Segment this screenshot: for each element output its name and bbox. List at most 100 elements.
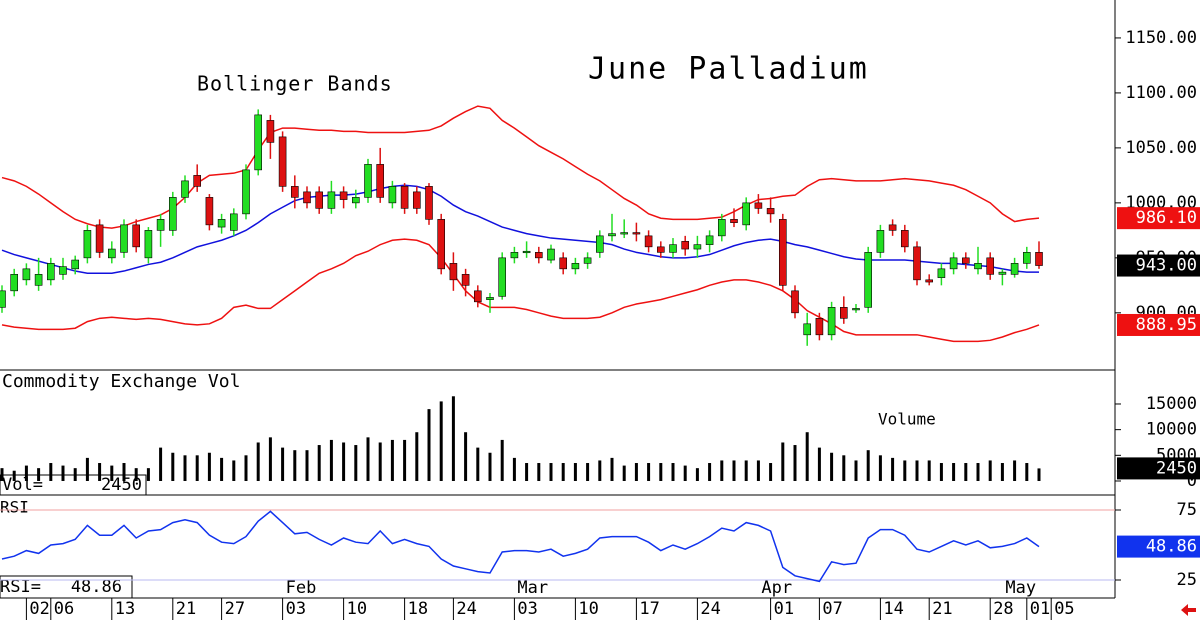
value-tag-label: 943.00 [1136, 256, 1197, 276]
candle-body [46, 263, 55, 281]
candle-body [974, 263, 982, 270]
month-label: Feb [286, 578, 317, 598]
volume-bar [512, 457, 516, 481]
candle-body [1022, 252, 1031, 264]
candle-body [71, 259, 79, 270]
candle-body [717, 219, 726, 237]
y-tick-label: 1100.00 [1125, 83, 1197, 103]
volume-bar [769, 463, 773, 481]
x-tick-label: 06 [54, 599, 74, 619]
volume-bar [817, 447, 821, 481]
volume-bar [1037, 468, 1041, 481]
volume-bar [1025, 463, 1029, 481]
volume-bar [305, 450, 309, 481]
volume-bar [342, 442, 346, 481]
volume-bar [329, 439, 333, 481]
volume-bar [232, 460, 236, 481]
candle-body [632, 232, 641, 235]
volume-bar [390, 439, 394, 481]
candle-body [913, 246, 921, 281]
readout-box [0, 474, 147, 496]
candle-body [230, 213, 238, 231]
candle-body [522, 250, 531, 254]
candle-body [400, 186, 409, 209]
volume-bar [720, 460, 724, 481]
candle-body [900, 230, 909, 248]
candle-body [144, 230, 153, 259]
candle-body [205, 197, 214, 226]
volume-bar [732, 460, 736, 481]
volume-bar [610, 457, 614, 481]
volume-bar [634, 463, 638, 481]
scroll-arrow[interactable] [1181, 604, 1196, 616]
candle-body [620, 232, 629, 235]
candle-body [327, 191, 336, 209]
volume-bar [366, 437, 370, 481]
candle-body [108, 248, 116, 259]
volume-bar [952, 463, 956, 481]
value-tag-label: 2450 [1156, 458, 1197, 478]
candle-body [864, 252, 873, 308]
candle-body [242, 169, 250, 215]
candle-body [937, 268, 946, 278]
candle-body [595, 235, 604, 253]
candle-body [778, 219, 787, 286]
volume-bar [220, 457, 224, 481]
volume-bar [683, 465, 687, 481]
x-tick-label: 01 [774, 599, 794, 619]
candle-body [681, 241, 690, 250]
candle-body [559, 257, 568, 270]
candle-body [95, 224, 104, 253]
volume-bar [695, 468, 699, 481]
volume-bar [268, 437, 272, 481]
candle-body [278, 136, 287, 187]
annotation: Volume [878, 410, 936, 429]
candle-body [181, 180, 189, 198]
candle-body [376, 164, 385, 198]
candle-body [730, 219, 738, 223]
candle-body [815, 318, 824, 336]
x-tick-label: 03 [286, 599, 306, 619]
band-line [1, 105, 1040, 229]
x-tick-label: 02 [29, 599, 49, 619]
candle-body [364, 164, 372, 198]
candle-body [656, 246, 665, 253]
volume-bar [891, 457, 895, 481]
candle-body [412, 191, 421, 209]
x-tick-label: 21 [932, 599, 952, 619]
candle-body [693, 244, 702, 250]
x-tick-label: 01 [1030, 599, 1050, 619]
candle-body [754, 202, 763, 209]
candle-body [608, 233, 616, 237]
candle-body [461, 274, 470, 286]
band-line [1, 238, 1040, 343]
volume-bar [134, 468, 138, 481]
volume-bar [744, 460, 748, 481]
volume-bar [805, 432, 809, 481]
volume-bar [1000, 463, 1004, 481]
volume-bar [488, 452, 492, 481]
x-tick-label: 28 [993, 599, 1013, 619]
volume-bar [0, 468, 4, 481]
volume-bar [781, 442, 785, 481]
volume-bar [756, 460, 760, 481]
candle-body [156, 219, 165, 231]
value-tag-label: 986.10 [1136, 208, 1197, 228]
volume-bar [878, 455, 882, 481]
candle-body [169, 197, 177, 231]
candle-body [827, 307, 836, 336]
y-tick-label: 0 [1187, 471, 1197, 491]
month-label: May [1005, 578, 1036, 598]
value-tag-label: 48.86 [1146, 537, 1197, 557]
candle-body [791, 290, 799, 314]
volume-bar [500, 439, 504, 481]
volume-bar [964, 463, 968, 481]
candle-body [351, 197, 360, 204]
value-tag [1117, 254, 1200, 277]
volume-bar [281, 447, 285, 481]
candle-body [120, 224, 128, 253]
candle-body [217, 219, 226, 228]
candle-body [742, 202, 751, 226]
candle-body [803, 323, 812, 336]
